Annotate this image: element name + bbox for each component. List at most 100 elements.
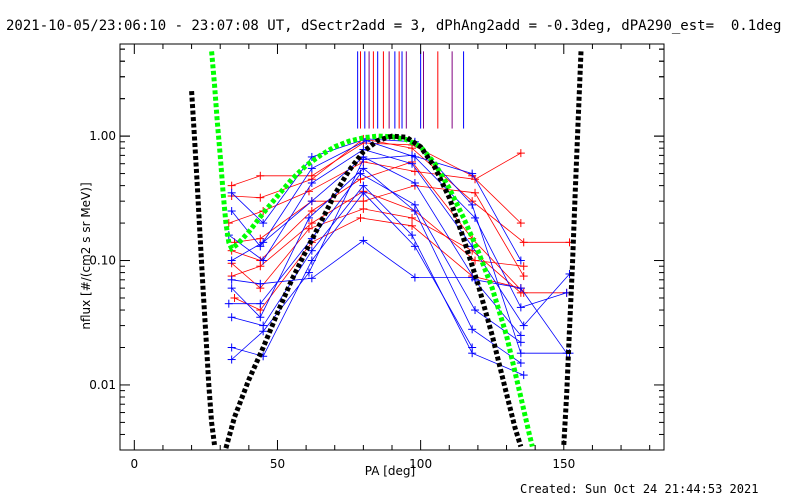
axis-ticks: 0 50 100 150 0.01 0.10 1.00 — [89, 44, 664, 471]
data-point-marker — [227, 355, 236, 364]
data-series-line — [231, 140, 567, 308]
data-point-marker — [224, 299, 233, 308]
data-point-marker — [468, 325, 477, 334]
data-point-marker — [359, 188, 368, 197]
data-point-marker — [259, 327, 268, 336]
x-tick-label: 100 — [409, 457, 432, 471]
data-point-marker — [516, 219, 525, 228]
data-point-marker — [307, 197, 316, 206]
y-tick-label: 0.01 — [89, 378, 116, 392]
x-tick-label: 50 — [270, 457, 285, 471]
data-point-marker — [410, 273, 419, 282]
data-point-marker — [227, 313, 236, 322]
data-point-marker — [516, 284, 525, 293]
y-tick-label: 1.00 — [89, 129, 116, 143]
data-point-marker — [468, 169, 477, 178]
data-point-marker — [516, 338, 525, 347]
data-series-line — [228, 152, 521, 224]
data-point-marker — [408, 221, 417, 230]
data-point-marker — [307, 246, 316, 255]
x-axis-label: PA [deg] — [365, 464, 415, 478]
data-point-marker — [471, 188, 480, 197]
data-point-marker — [356, 213, 365, 222]
data-point-marker — [256, 262, 265, 271]
data-point-marker — [471, 213, 480, 222]
pa-marker-lines — [357, 51, 465, 129]
data-point-marker — [304, 224, 313, 233]
data-point-marker — [256, 171, 265, 180]
data-point-marker — [471, 256, 480, 265]
data-point-marker — [256, 313, 265, 322]
data-point-marker — [519, 321, 528, 330]
data-series-line — [228, 149, 570, 327]
data-series-line — [231, 154, 522, 360]
data-point-marker — [259, 238, 268, 247]
data-point-marker — [468, 200, 477, 209]
data-point-marker — [516, 349, 525, 358]
data-point-marker — [516, 149, 525, 158]
data-series-line — [231, 190, 524, 277]
data-point-marker — [307, 207, 316, 216]
data-point-marker — [304, 213, 313, 222]
data-point-marker — [227, 181, 236, 190]
data-point-marker — [227, 343, 236, 352]
data-series-line — [231, 138, 570, 243]
data-point-marker — [307, 274, 316, 283]
data-point-marker — [359, 181, 368, 190]
data-point-marker — [259, 219, 268, 228]
data-series-group — [224, 134, 574, 380]
data-point-marker — [304, 268, 313, 277]
x-tick-label: 150 — [552, 457, 575, 471]
data-point-marker — [516, 359, 525, 368]
data-point-marker — [516, 303, 525, 312]
data-point-marker — [516, 331, 525, 340]
data-point-marker — [408, 213, 417, 222]
data-point-marker — [359, 155, 368, 164]
data-point-marker — [408, 151, 417, 160]
data-point-marker — [359, 236, 368, 245]
data-point-marker — [227, 188, 236, 197]
data-point-marker — [519, 371, 528, 380]
data-point-marker — [468, 343, 477, 352]
data-point-marker — [356, 169, 365, 178]
green-fit-curve — [209, 51, 535, 448]
data-point-marker — [256, 299, 265, 308]
created-timestamp: Created: Sun Oct 24 21:44:53 2021 — [520, 482, 759, 496]
data-point-marker — [519, 262, 528, 271]
data-point-marker — [307, 178, 316, 187]
data-point-marker — [307, 219, 316, 228]
data-point-marker — [410, 178, 419, 187]
data-point-marker — [410, 242, 419, 251]
data-series-line — [231, 138, 570, 354]
data-point-marker — [227, 275, 236, 284]
chart-title: 2021-10-05/23:06:10 - 23:07:08 UT, dSect… — [6, 18, 782, 34]
data-point-marker — [519, 238, 528, 247]
y-axis-label: nflux [#/(cm2 s sr MeV)] — [79, 182, 93, 329]
data-point-marker — [519, 272, 528, 281]
data-point-marker — [408, 159, 417, 168]
data-point-marker — [408, 144, 417, 153]
data-point-marker — [359, 204, 368, 213]
data-point-marker — [471, 306, 480, 315]
data-point-marker — [408, 231, 417, 240]
x-tick-label: 0 — [130, 457, 138, 471]
data-series-line — [231, 208, 567, 294]
y-tick-label: 0.10 — [89, 254, 116, 268]
data-point-marker — [410, 200, 419, 209]
data-point-marker — [259, 256, 268, 265]
data-point-marker — [516, 256, 525, 265]
data-point-marker — [227, 284, 236, 293]
data-point-marker — [227, 256, 236, 265]
black-fit-curve — [223, 133, 524, 449]
data-point-marker — [359, 197, 368, 206]
data-series-line — [234, 217, 521, 311]
data-point-marker — [230, 293, 239, 302]
data-series-line — [231, 156, 568, 354]
data-point-marker — [307, 164, 316, 173]
data-point-marker — [256, 193, 265, 202]
data-point-marker — [227, 207, 236, 216]
data-point-marker — [359, 164, 368, 173]
fit-curves-group — [189, 51, 584, 449]
black-fit-curve — [189, 90, 217, 446]
